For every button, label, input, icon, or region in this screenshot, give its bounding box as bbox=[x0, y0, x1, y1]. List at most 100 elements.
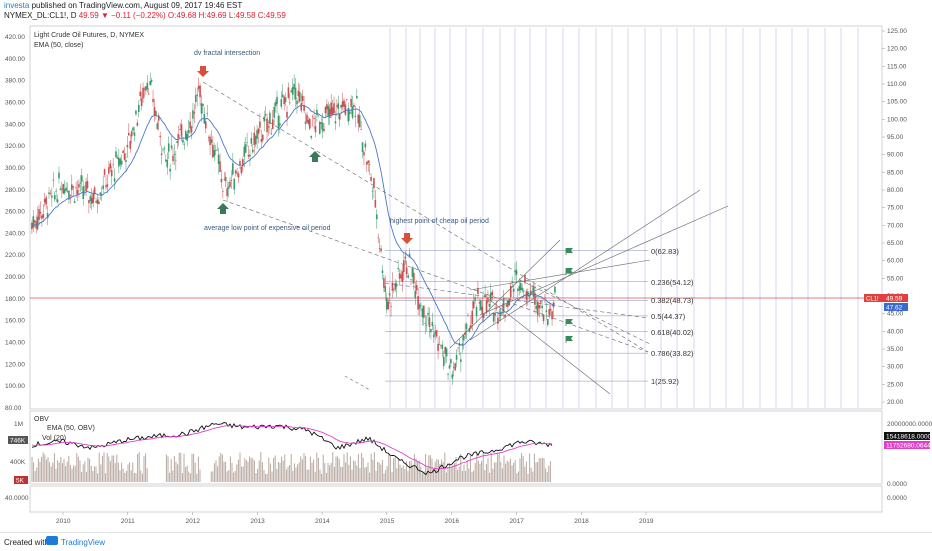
candle-body bbox=[286, 111, 288, 118]
candle-body bbox=[136, 122, 139, 126]
candle-body bbox=[162, 149, 164, 151]
candle-body bbox=[350, 98, 352, 107]
candle-body bbox=[427, 312, 429, 315]
candle-body bbox=[120, 160, 123, 165]
tradingview-link[interactable]: TradingView bbox=[61, 538, 106, 547]
candle-body bbox=[270, 133, 273, 135]
candle-body bbox=[297, 90, 300, 97]
candle-body bbox=[475, 307, 478, 317]
fib-label-618: 0.618(40.02) bbox=[651, 328, 694, 337]
candle-body bbox=[176, 141, 179, 143]
candle-body bbox=[277, 115, 280, 129]
candle-body bbox=[348, 111, 351, 115]
candle-body bbox=[398, 273, 401, 279]
left-tick-label: 180.00 bbox=[5, 296, 25, 303]
candle-body bbox=[146, 82, 149, 90]
candle-body bbox=[411, 267, 414, 277]
candle-body bbox=[42, 213, 45, 218]
candle-body bbox=[528, 294, 531, 297]
x-tick-label: 2015 bbox=[380, 518, 395, 525]
candle-body bbox=[318, 121, 321, 134]
chart-legend-title: Light Crude Oil Futures, D, NYMEX bbox=[34, 32, 144, 39]
candle-body bbox=[381, 270, 384, 273]
candle-body bbox=[363, 152, 365, 156]
candle-body bbox=[447, 373, 449, 375]
candle-body bbox=[233, 178, 236, 190]
candle-body bbox=[90, 197, 93, 204]
candle-body bbox=[346, 99, 348, 100]
candle-body bbox=[41, 215, 43, 219]
vol-badge bbox=[8, 436, 28, 444]
up-arrow-icon bbox=[309, 151, 321, 162]
candle-body bbox=[395, 283, 398, 287]
candle-body bbox=[239, 161, 241, 166]
vol-low-badge-text: 5K bbox=[16, 478, 25, 485]
fib-label-382: 0.382(48.73) bbox=[651, 296, 694, 305]
candle-body bbox=[71, 184, 73, 191]
left-tick-label: 420.00 bbox=[5, 34, 25, 41]
candle-body bbox=[249, 154, 251, 157]
candle-body bbox=[541, 305, 543, 309]
candle-body bbox=[271, 119, 274, 129]
candle-body bbox=[481, 306, 484, 315]
candle-body bbox=[324, 107, 327, 114]
candle-body bbox=[538, 305, 541, 309]
candle-body bbox=[227, 186, 230, 189]
left-tick-label: 400.00 bbox=[5, 56, 25, 63]
vol-low-badge bbox=[14, 476, 28, 484]
candle-body bbox=[33, 220, 36, 223]
price-pane[interactable] bbox=[29, 25, 883, 410]
candle-body bbox=[373, 178, 375, 189]
candle-body bbox=[187, 129, 190, 134]
candlesticks bbox=[31, 72, 556, 385]
up-arrow-icon bbox=[217, 203, 229, 214]
candle-body bbox=[251, 149, 254, 153]
candle-body bbox=[276, 96, 278, 105]
ema-badge bbox=[884, 303, 908, 311]
candle-body bbox=[440, 345, 442, 346]
candle-body bbox=[380, 248, 382, 252]
obv-legend-vol: Vol (20) bbox=[42, 435, 66, 442]
candle-body bbox=[260, 139, 263, 142]
candle-body bbox=[110, 169, 113, 177]
author-link[interactable]: investa bbox=[4, 1, 30, 10]
candle-body bbox=[49, 192, 52, 194]
x-tick-label: 2010 bbox=[56, 518, 71, 525]
candle-body bbox=[133, 132, 136, 136]
candle-body bbox=[492, 312, 495, 322]
candle-body bbox=[423, 305, 425, 318]
candle-body bbox=[150, 80, 153, 83]
candle-body bbox=[287, 87, 290, 98]
candle-body bbox=[514, 271, 516, 273]
candle-body bbox=[358, 115, 361, 128]
candle-body bbox=[210, 139, 213, 143]
candle-body bbox=[170, 145, 173, 149]
candle-body bbox=[234, 170, 237, 174]
candle-body bbox=[222, 191, 224, 192]
candle-body bbox=[504, 314, 506, 318]
candle-body bbox=[391, 282, 394, 291]
publish-header: investa published on TradingView.com, Au… bbox=[4, 1, 242, 10]
candle-body bbox=[59, 188, 62, 191]
trend-line bbox=[469, 259, 651, 291]
obv-axis: 20000000.0000 0.0000 1M 400K 0.0000 40.0000 bbox=[5, 421, 932, 502]
candle-body bbox=[96, 199, 99, 204]
candle-body bbox=[116, 157, 119, 159]
candle-body bbox=[256, 130, 258, 139]
ema-badge-text: 47.62 bbox=[886, 305, 903, 312]
candle-body bbox=[509, 285, 512, 298]
created-with-text: Created with bbox=[4, 538, 49, 547]
candle-body bbox=[404, 256, 407, 259]
candle-body bbox=[343, 100, 345, 107]
candle-body bbox=[39, 211, 42, 214]
candle-body bbox=[430, 329, 432, 333]
candle-body bbox=[341, 101, 344, 108]
candle-body bbox=[444, 347, 446, 355]
candle-body bbox=[280, 99, 283, 107]
published-text: published on TradingView.com, August 09,… bbox=[31, 1, 243, 10]
candle-body bbox=[403, 260, 405, 273]
obv-left-tick: 400K bbox=[10, 459, 26, 466]
lower-pane[interactable] bbox=[29, 485, 883, 513]
candle-body bbox=[99, 192, 102, 195]
